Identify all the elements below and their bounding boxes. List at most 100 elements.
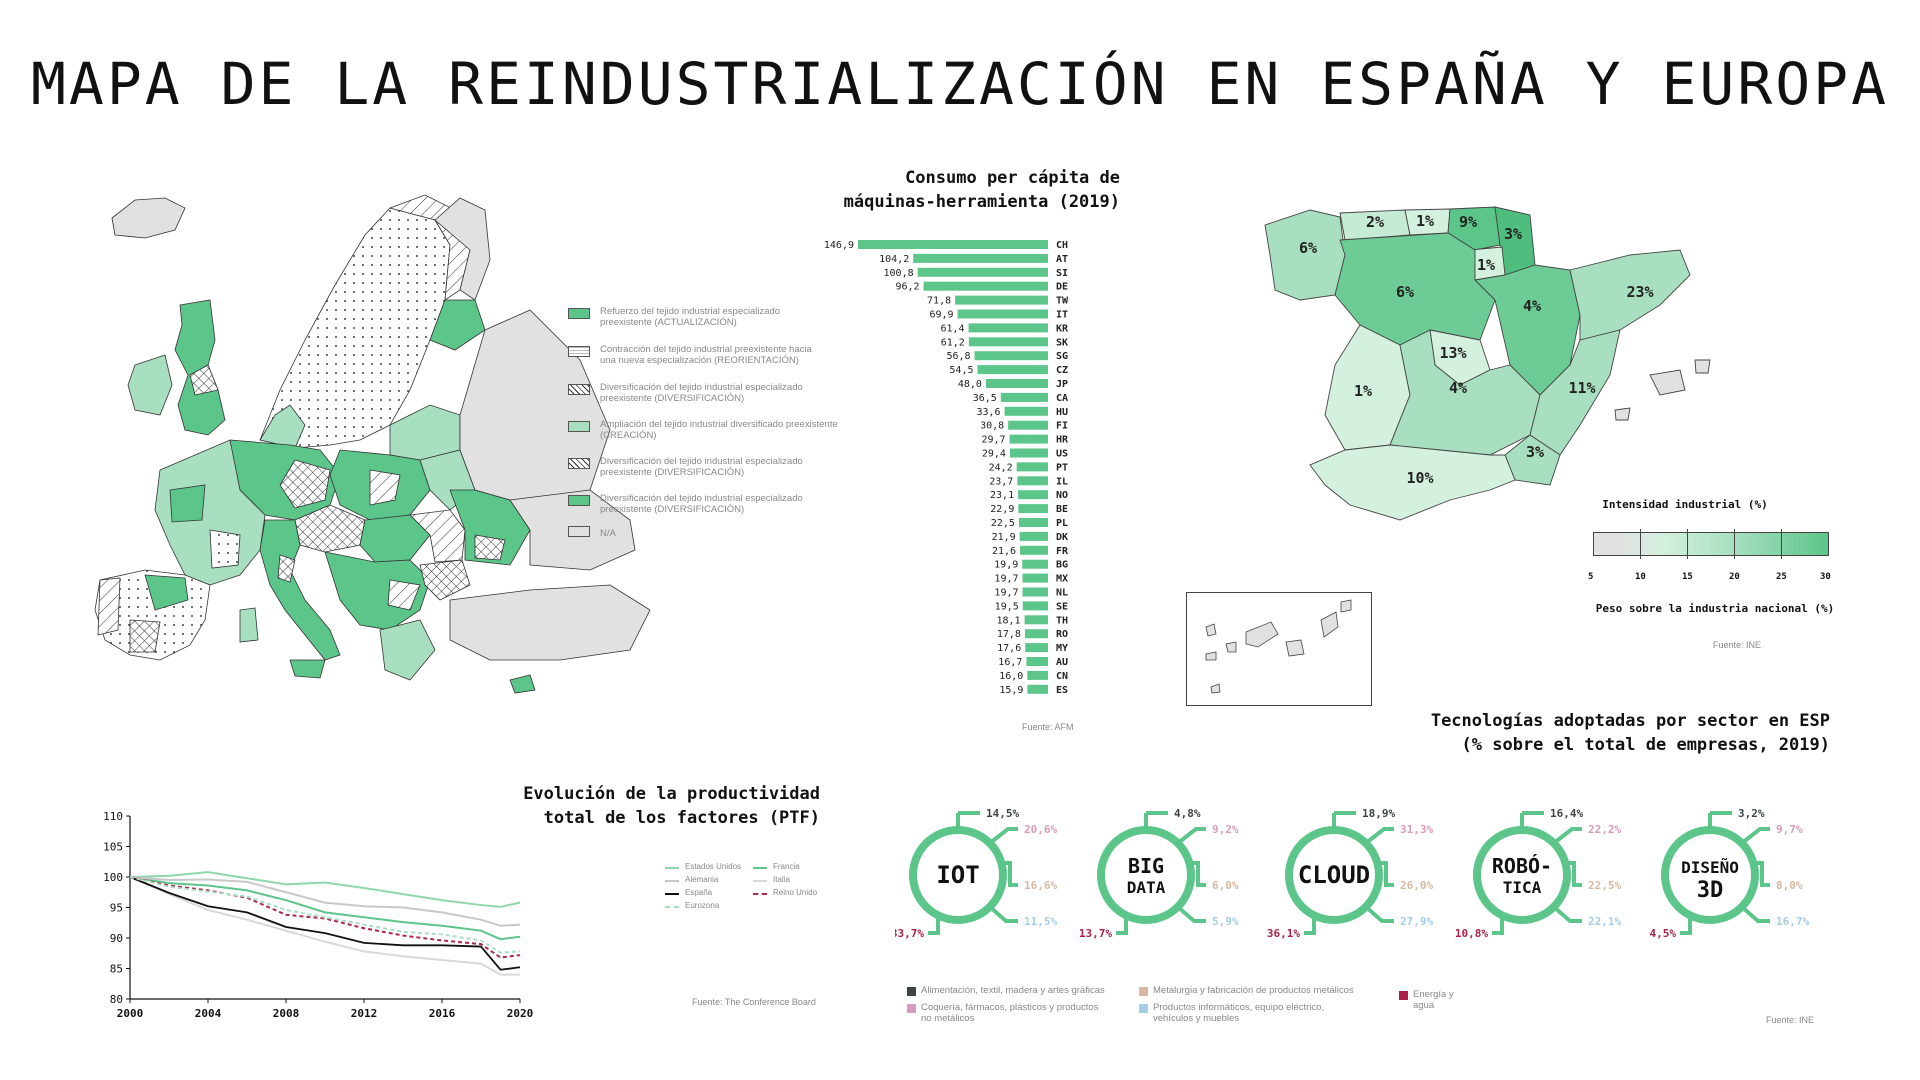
bar-value-label: 19,5 — [995, 601, 1019, 612]
bar-CA — [1000, 392, 1048, 402]
bar-category-label: CA — [1056, 393, 1068, 404]
bar-value-label: 21,6 — [992, 546, 1016, 557]
bar-category-label: JP — [1056, 379, 1068, 390]
bar-category-label: NO — [1056, 490, 1068, 501]
canary-islands-inset — [1186, 592, 1372, 706]
romania-cross-region — [474, 534, 506, 561]
russia-north-region — [434, 197, 491, 301]
bar-value-label: 61,2 — [941, 337, 965, 348]
bar-chart-title: Consumo per cápita de máquinas-herramient… — [843, 168, 1120, 212]
bar-value-label: 18,1 — [996, 615, 1020, 626]
france-west-region — [169, 484, 206, 523]
tech-sector-legend: Alimentación, textil, madera y artes grá… — [907, 985, 1467, 1025]
page-title: MAPA DE LA REINDUSTRIALIZACIÓN EN ESPAÑA… — [30, 50, 1890, 118]
tech-rob: ROBÓ-TICA 16,4% 22,2% 22,5% 22,1% 10,8% — [1455, 807, 1622, 940]
bar-category-label: IL — [1056, 476, 1068, 487]
bar-MY — [1025, 643, 1048, 653]
bar-AT — [913, 253, 1048, 263]
bar-DE — [923, 281, 1048, 291]
island-small — [1210, 683, 1221, 694]
uk-region — [174, 299, 226, 436]
bar-NL — [1022, 587, 1048, 597]
tech-ring — [1661, 826, 1759, 924]
x-tick-label: 2004 — [195, 1007, 222, 1020]
line-legend-swatch — [665, 893, 679, 895]
tech-iot: IOT 14,5% 20,6% 16,6% 11,5% 33,7% — [895, 807, 1057, 940]
tech-label-2: 3D — [1697, 878, 1724, 903]
line-legend-swatch — [665, 906, 679, 908]
bar-CN — [1027, 670, 1048, 680]
legend-item-2: Contracción del tejido industrial preexi… — [600, 344, 812, 366]
tech-value: 16,7% — [1776, 915, 1809, 928]
bar-US — [1009, 448, 1048, 458]
balkans-region — [324, 551, 431, 631]
line-legend-label: Estados Unidos — [685, 862, 742, 871]
bar-category-label: PL — [1056, 518, 1068, 529]
label-pais-vasco: 9% — [1459, 213, 1477, 231]
tech-ring — [1097, 826, 1195, 924]
label-galicia: 6% — [1299, 239, 1317, 257]
bar-value-label: 71,8 — [927, 296, 951, 307]
sicily-region — [289, 659, 326, 679]
bar-category-label: PT — [1056, 462, 1068, 473]
region-baleares-ibiza — [1614, 407, 1631, 421]
legend-item-4: Ampliación del tejido industrial diversi… — [600, 419, 838, 441]
legend-swatch-diversificacion-2 — [568, 458, 590, 469]
line-legend-label: España — [685, 888, 713, 897]
bar-value-label: 36,5 — [973, 393, 997, 404]
bar-category-label: SK — [1056, 337, 1068, 348]
line-chart-legend: Estados Unidos Francia Alemania Italia Españ… — [665, 862, 835, 922]
line-legend-swatch — [753, 893, 767, 895]
series-line-Estados Unidos — [129, 871, 521, 908]
bar-PL — [1018, 518, 1048, 527]
bar-SE — [1022, 601, 1048, 611]
label-valencia: 11% — [1568, 379, 1595, 397]
ireland-region — [127, 354, 173, 416]
legend-swatch-na — [568, 526, 590, 537]
intensity-scale-ticks: 5 10 15 20 25 30 — [1588, 572, 1831, 582]
bar-category-label: SG — [1056, 351, 1068, 362]
europe-map — [94, 194, 651, 694]
tech-value: 4,8% — [1174, 807, 1201, 820]
germany-east-region — [279, 459, 331, 509]
island-la-gomera — [1225, 641, 1237, 653]
label-murcia: 3% — [1526, 443, 1544, 461]
sardinia-region — [239, 607, 259, 643]
tech-value: 20,6% — [1024, 823, 1057, 836]
island-tenerife — [1245, 621, 1279, 648]
legend-item-6: Diversificación del tejido industrial es… — [600, 493, 803, 515]
legend-item-7: N/A — [600, 528, 616, 539]
series-line-Italia — [129, 876, 520, 976]
line-legend-swatch — [753, 880, 767, 882]
legend-swatch-actualizacion — [568, 308, 590, 319]
sector-swatch-5 — [1399, 991, 1408, 1000]
label-castilla-la-mancha: 4% — [1449, 379, 1467, 397]
bar-value-label: 54,5 — [949, 365, 973, 376]
bar-category-label: AU — [1056, 657, 1068, 668]
line-legend-swatch — [753, 867, 767, 869]
y-tick-label: 85 — [110, 963, 123, 976]
line-legend-label: Italia — [773, 875, 790, 884]
bar-AU — [1026, 657, 1048, 666]
bar-DK — [1019, 531, 1048, 541]
tech-value: 13,7% — [1079, 927, 1112, 940]
bar-category-label: KR — [1056, 323, 1069, 334]
bar-JP — [985, 379, 1048, 388]
label-castilla-leon: 6% — [1396, 283, 1414, 301]
x-tick-label: 2016 — [429, 1007, 456, 1020]
bar-IT — [957, 309, 1048, 319]
y-tick-label: 105 — [103, 841, 123, 854]
bar-value-label: 16,0 — [999, 671, 1023, 682]
island-lanzarote — [1340, 599, 1352, 613]
label-extremadura: 1% — [1354, 382, 1372, 400]
tech-value: 14,5% — [986, 807, 1019, 820]
sector-label-2: Coquería, fármacos, plásticos y producto… — [921, 1002, 1099, 1024]
tech-value: 22,1% — [1588, 915, 1621, 928]
series-line-Reino Unido — [129, 876, 521, 959]
bar-category-label: DK — [1056, 532, 1068, 543]
bar-category-label: HR — [1056, 435, 1069, 446]
cyprus-region — [509, 674, 536, 694]
tech-value: 31,3% — [1400, 823, 1433, 836]
